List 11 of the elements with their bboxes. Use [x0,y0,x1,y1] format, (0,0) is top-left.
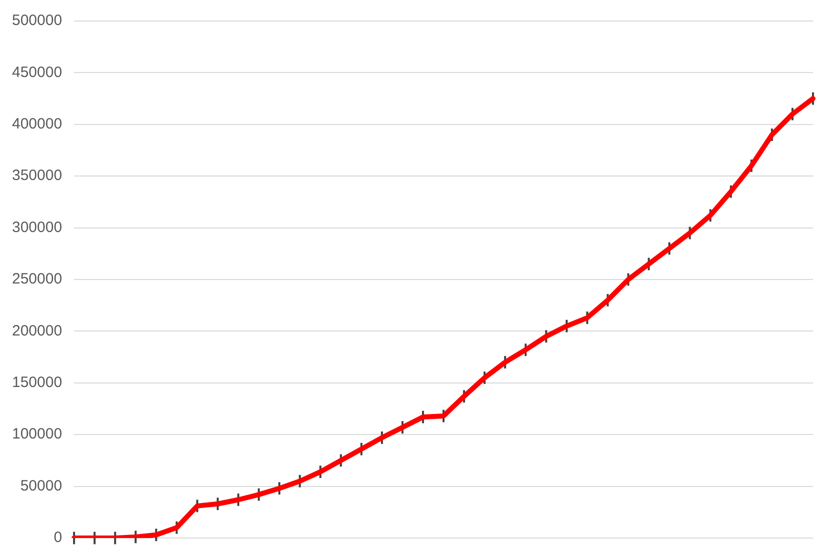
y-tick-label: 0 [54,529,62,546]
y-tick-label: 50000 [20,477,62,494]
y-tick-label: 350000 [12,167,62,184]
y-tick-label: 150000 [12,374,62,392]
y-tick-label: 200000 [12,322,62,340]
y-tick-label: 300000 [12,218,62,236]
y-tick-label: 450000 [12,64,62,81]
y-tick-label: 400000 [12,116,62,133]
y-tick-label: 500000 [12,12,62,30]
y-tick-label: 250000 [12,270,62,288]
y-tick-label: 100000 [12,426,62,443]
